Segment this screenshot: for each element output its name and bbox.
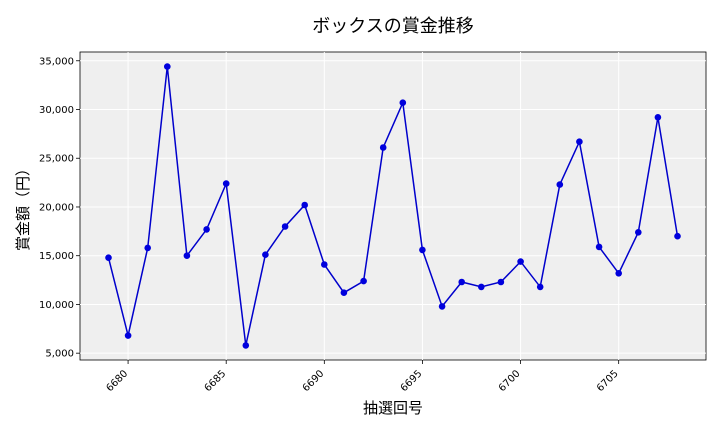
x-tick-label: 6685: [203, 368, 229, 394]
data-point: [399, 99, 407, 106]
data-point: [360, 277, 367, 285]
data-point: [478, 283, 485, 291]
x-axis-title: 抽選回号: [363, 399, 423, 417]
y-tick-label: 10,000: [39, 300, 74, 311]
data-point: [301, 201, 309, 209]
data-point: [183, 252, 191, 259]
y-tick-label: 20,000: [39, 202, 74, 213]
y-axis-title: 賞金額（円）: [14, 161, 32, 251]
x-tick-label: 6700: [497, 368, 523, 394]
data-point: [517, 258, 524, 265]
data-point: [595, 243, 603, 251]
plot-area: [79, 51, 707, 361]
x-axis-ticks: 6680 6685 6690 6695 6700 6705: [104, 360, 621, 394]
data-point: [674, 232, 681, 240]
data-point: [105, 254, 112, 261]
data-point: [321, 261, 328, 268]
data-point: [497, 278, 505, 286]
x-tick-label: 6690: [301, 368, 327, 394]
data-point: [635, 229, 642, 236]
data-point: [556, 181, 564, 188]
data-point: [654, 114, 662, 121]
data-point: [576, 138, 583, 145]
data-point: [419, 246, 426, 254]
data-point: [222, 180, 230, 187]
y-tick-label: 15,000: [39, 251, 74, 262]
data-point: [536, 283, 544, 291]
data-point: [242, 342, 250, 349]
data-point: [144, 244, 151, 252]
series-line: [107, 66, 679, 346]
x-tick-label: 6680: [104, 368, 130, 394]
chart-title: ボックスの賞金推移: [312, 16, 473, 37]
y-tick-label: 35,000: [39, 56, 74, 67]
data-point: [340, 289, 348, 297]
x-tick-label: 6695: [399, 368, 425, 394]
data-point: [615, 270, 622, 277]
y-axis-ticks: 5,000 10,000 15,000 20,000 25,000 30,000 35,00…: [39, 56, 80, 360]
y-tick-label: 5,000: [45, 349, 74, 360]
data-point: [281, 223, 289, 230]
data-point: [379, 144, 387, 151]
data-point: [262, 251, 269, 258]
y-tick-label: 25,000: [39, 154, 74, 165]
data-point: [458, 278, 466, 286]
data-point: [124, 332, 132, 339]
data-point: [438, 303, 446, 310]
y-tick-label: 30,000: [39, 105, 74, 116]
series: [105, 63, 681, 349]
data-point: [164, 63, 171, 70]
x-tick-label: 6705: [595, 368, 621, 394]
data-point: [203, 226, 210, 233]
